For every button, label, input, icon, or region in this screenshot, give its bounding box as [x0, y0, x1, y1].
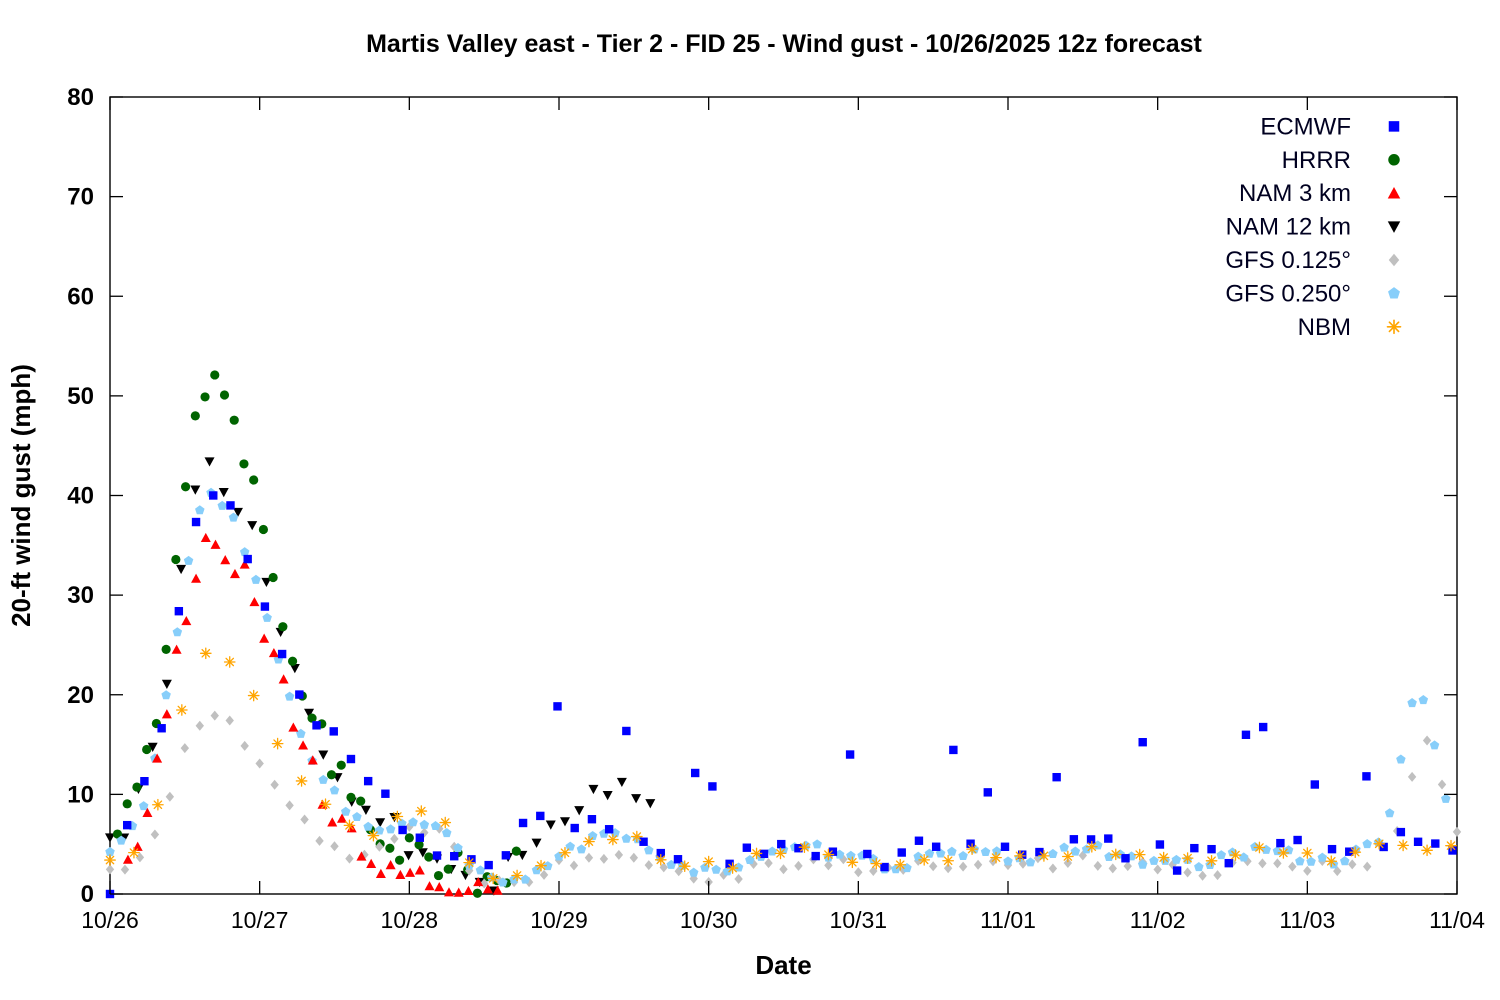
svg-text:20: 20 — [67, 682, 94, 709]
svg-text:ECMWF: ECMWF — [1260, 113, 1351, 140]
svg-text:10/30: 10/30 — [680, 907, 738, 933]
svg-text:0: 0 — [81, 881, 94, 908]
svg-text:20-ft wind gust (mph): 20-ft wind gust (mph) — [6, 364, 36, 627]
svg-text:10/26: 10/26 — [81, 907, 139, 933]
svg-text:HRRR: HRRR — [1282, 147, 1351, 174]
svg-text:50: 50 — [67, 383, 94, 410]
svg-text:10/31: 10/31 — [830, 907, 888, 933]
svg-text:70: 70 — [67, 184, 94, 211]
svg-text:40: 40 — [67, 483, 94, 510]
svg-text:10/27: 10/27 — [231, 907, 289, 933]
svg-text:80: 80 — [67, 84, 94, 111]
svg-text:GFS 0.250°: GFS 0.250° — [1225, 280, 1351, 307]
svg-text:10/29: 10/29 — [530, 907, 588, 933]
svg-text:11/01: 11/01 — [980, 907, 1036, 933]
svg-text:GFS 0.125°: GFS 0.125° — [1225, 247, 1351, 274]
svg-text:60: 60 — [67, 283, 94, 310]
svg-text:10: 10 — [67, 781, 94, 808]
svg-text:NAM 12 km: NAM 12 km — [1226, 214, 1351, 241]
svg-text:30: 30 — [67, 582, 94, 609]
svg-text:11/04: 11/04 — [1429, 907, 1485, 933]
svg-text:NAM 3 km: NAM 3 km — [1239, 180, 1351, 207]
svg-text:11/03: 11/03 — [1279, 907, 1335, 933]
svg-text:Date: Date — [755, 950, 811, 980]
svg-text:Martis Valley east - Tier 2 -: Martis Valley east - Tier 2 - FID 25 - W… — [366, 30, 1202, 58]
svg-text:11/02: 11/02 — [1130, 907, 1186, 933]
svg-text:NBM: NBM — [1298, 314, 1351, 341]
svg-text:10/28: 10/28 — [381, 907, 439, 933]
